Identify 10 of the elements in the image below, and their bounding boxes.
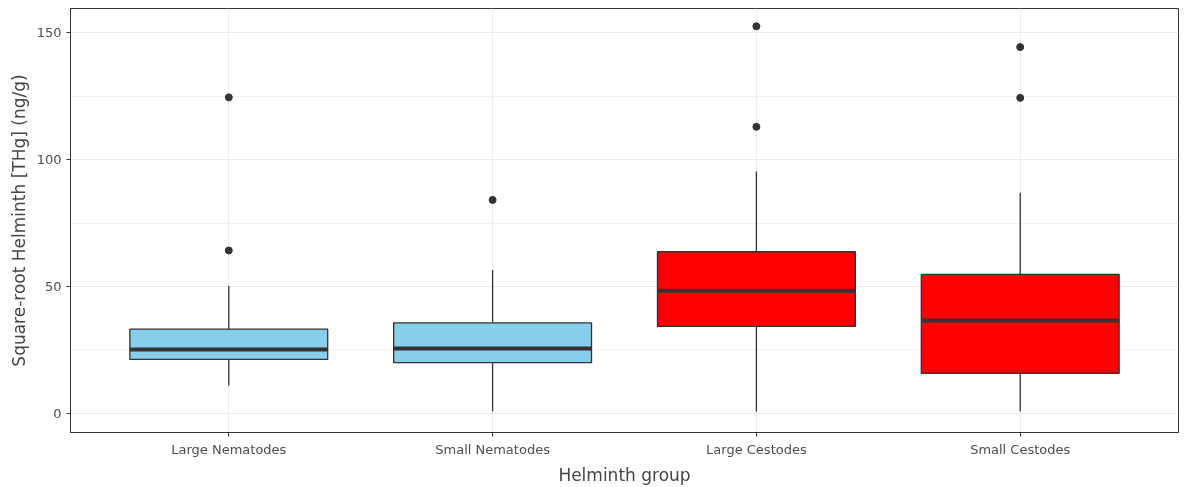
y-tick-label: 150 <box>36 25 62 41</box>
y-tick-label: 50 <box>44 279 62 295</box>
x-tick-label: Large Cestodes <box>706 441 807 457</box>
y-tick-label: 100 <box>36 152 62 168</box>
y-tick-label: 0 <box>53 405 62 421</box>
x-tick-label: Large Nematodes <box>171 441 287 457</box>
x-tick-label: Small Cestodes <box>970 441 1071 457</box>
x-tick-label: Small Nematodes <box>435 441 551 457</box>
x-axis-title: Helminth group <box>558 464 691 485</box>
y-axis-title: Square-root Helminth [THg] (ng/g) <box>8 74 29 367</box>
